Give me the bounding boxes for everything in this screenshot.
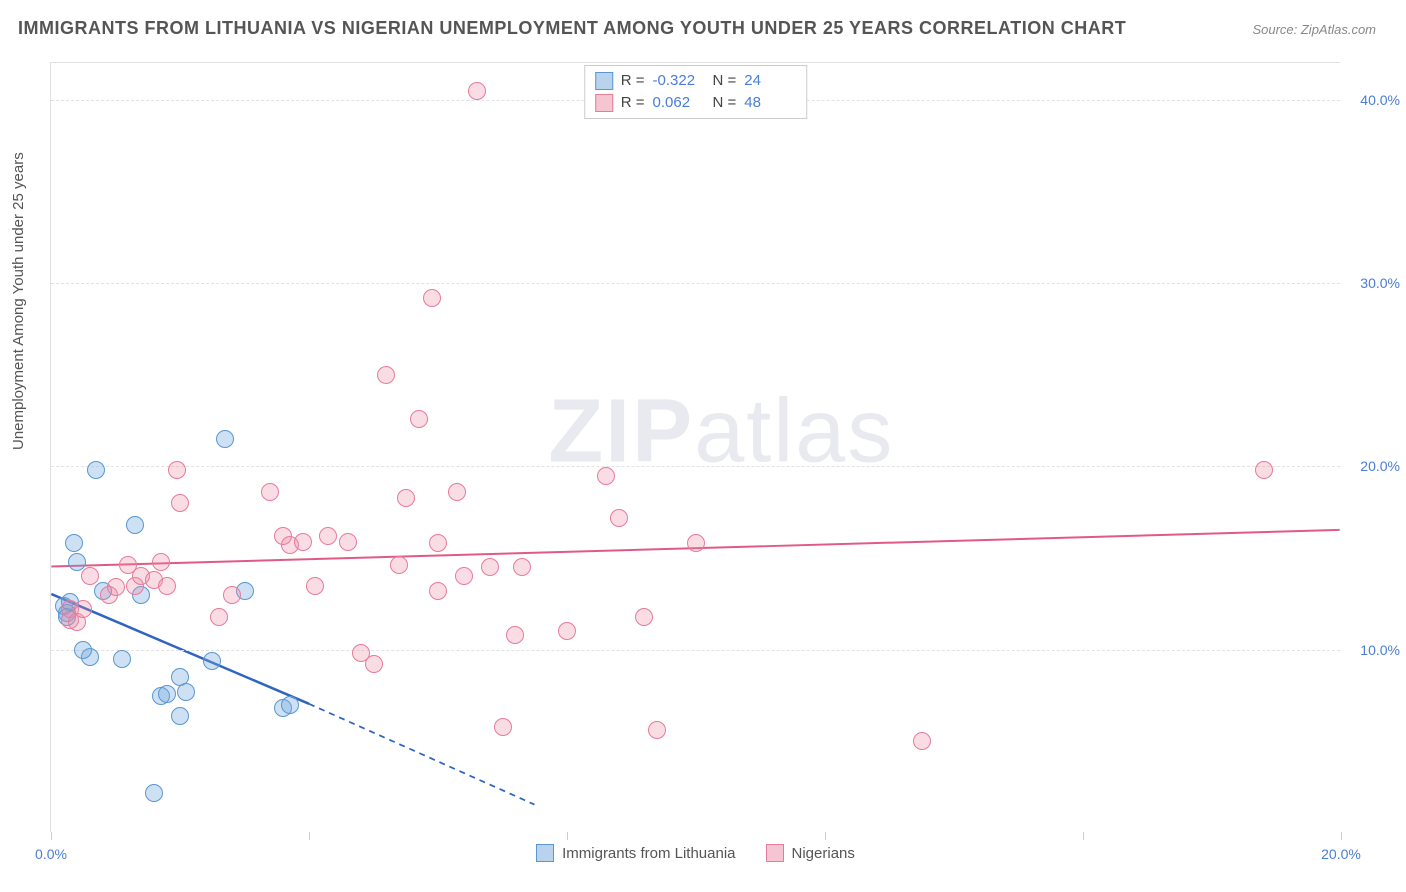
data-point-lithuania[interactable] [113,650,131,668]
legend-label: Nigerians [792,845,855,862]
data-point-nigerians[interactable] [468,82,486,100]
data-point-nigerians[interactable] [294,533,312,551]
n-label: N = [713,92,737,114]
correlation-legend: R = -0.322 N = 24 R = 0.062 N = 48 [584,65,808,119]
data-point-nigerians[interactable] [610,509,628,527]
n-label: N = [713,70,737,92]
data-point-lithuania[interactable] [177,683,195,701]
n-value-nigerians: 48 [744,92,796,114]
data-point-nigerians[interactable] [455,567,473,585]
data-point-nigerians[interactable] [171,494,189,512]
x-tick-label: 0.0% [35,846,67,862]
data-point-nigerians[interactable] [319,527,337,545]
data-point-lithuania[interactable] [126,516,144,534]
data-point-nigerians[interactable] [1255,461,1273,479]
data-point-lithuania[interactable] [74,641,92,659]
legend-item-nigerians[interactable]: Nigerians [766,844,855,862]
source-label: Source: ZipAtlas.com [1252,22,1376,37]
legend-item-lithuania[interactable]: Immigrants from Lithuania [536,844,735,862]
gridline [51,650,1340,651]
correlation-row-1: R = -0.322 N = 24 [595,70,797,92]
data-point-lithuania[interactable] [281,696,299,714]
x-tick [51,832,52,840]
data-point-nigerians[interactable] [210,608,228,626]
x-tick [309,832,310,840]
data-point-nigerians[interactable] [597,467,615,485]
data-point-lithuania[interactable] [87,461,105,479]
r-value-lithuania: -0.322 [653,70,705,92]
n-value-lithuania: 24 [744,70,796,92]
data-point-nigerians[interactable] [448,483,466,501]
data-point-nigerians[interactable] [377,366,395,384]
data-point-nigerians[interactable] [506,626,524,644]
data-point-nigerians[interactable] [339,533,357,551]
correlation-row-2: R = 0.062 N = 48 [595,92,797,114]
data-point-nigerians[interactable] [494,718,512,736]
data-point-nigerians[interactable] [158,577,176,595]
data-point-lithuania[interactable] [216,430,234,448]
swatch-icon [595,94,613,112]
y-axis-label: Unemployment Among Youth under 25 years [10,152,27,450]
data-point-nigerians[interactable] [223,586,241,604]
data-point-nigerians[interactable] [74,600,92,618]
data-point-nigerians[interactable] [913,732,931,750]
data-point-nigerians[interactable] [429,534,447,552]
data-point-nigerians[interactable] [410,410,428,428]
data-point-nigerians[interactable] [423,289,441,307]
y-tick-label: 20.0% [1350,458,1400,474]
plot-area: ZIPatlas R = -0.322 N = 24 R = 0.062 N =… [50,62,1340,832]
r-label: R = [621,92,645,114]
y-tick-label: 30.0% [1350,275,1400,291]
data-point-lithuania[interactable] [158,685,176,703]
data-point-nigerians[interactable] [365,655,383,673]
data-point-lithuania[interactable] [203,652,221,670]
data-point-nigerians[interactable] [390,556,408,574]
x-tick [567,832,568,840]
data-point-nigerians[interactable] [429,582,447,600]
data-point-nigerians[interactable] [168,461,186,479]
data-point-nigerians[interactable] [306,577,324,595]
chart-title: IMMIGRANTS FROM LITHUANIA VS NIGERIAN UN… [18,18,1126,39]
r-label: R = [621,70,645,92]
swatch-icon [595,72,613,90]
x-tick-label: 20.0% [1321,846,1361,862]
swatch-icon [766,844,784,862]
data-point-nigerians[interactable] [513,558,531,576]
data-point-nigerians[interactable] [152,553,170,571]
data-point-nigerians[interactable] [635,608,653,626]
legend-label: Immigrants from Lithuania [562,845,735,862]
data-point-nigerians[interactable] [558,622,576,640]
y-tick-label: 10.0% [1350,642,1400,658]
gridline [51,283,1340,284]
data-point-nigerians[interactable] [261,483,279,501]
data-point-nigerians[interactable] [397,489,415,507]
y-tick-label: 40.0% [1350,92,1400,108]
data-point-nigerians[interactable] [687,534,705,552]
data-point-nigerians[interactable] [481,558,499,576]
gridline [51,466,1340,467]
data-point-nigerians[interactable] [648,721,666,739]
data-point-lithuania[interactable] [65,534,83,552]
data-point-nigerians[interactable] [81,567,99,585]
x-tick [1083,832,1084,840]
data-point-lithuania[interactable] [68,553,86,571]
x-tick [825,832,826,840]
swatch-icon [536,844,554,862]
data-point-lithuania[interactable] [145,784,163,802]
trendlines-svg [51,63,1340,832]
series-legend: Immigrants from Lithuania Nigerians [51,844,1340,862]
r-value-nigerians: 0.062 [653,92,705,114]
data-point-nigerians[interactable] [107,578,125,596]
x-tick [1341,832,1342,840]
data-point-lithuania[interactable] [171,707,189,725]
